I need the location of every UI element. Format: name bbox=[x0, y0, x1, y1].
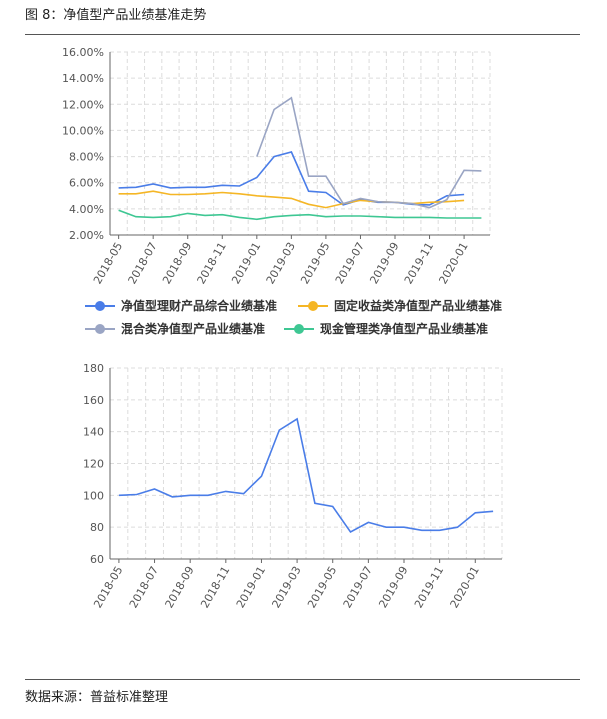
x-tick-label: 2018-11 bbox=[198, 564, 232, 610]
benchmark-rate-chart: 2.00% 4.00% 6.00% 8.00% 10.00% 12.00% 14.00% 16… bbox=[62, 46, 502, 336]
y-tick-label: 140 bbox=[83, 426, 104, 439]
legend-label: 现金管理类净值型产品业绩基准 bbox=[320, 321, 488, 336]
y-tick-label: 16.00% bbox=[62, 46, 104, 59]
y-tick-label: 80 bbox=[90, 521, 104, 534]
x-tick-label: 2019-01 bbox=[229, 240, 263, 286]
y-tick-label: 14.00% bbox=[62, 72, 104, 85]
series-line-3 bbox=[118, 209, 482, 221]
legend-marker bbox=[95, 324, 105, 334]
x-tick-label: 2019-07 bbox=[333, 240, 367, 286]
x-tick-label: 2019-09 bbox=[376, 564, 410, 610]
x-tick-label: 2019-03 bbox=[269, 564, 303, 610]
y-tick-label: 160 bbox=[83, 394, 104, 407]
y-tick-label: 4.00% bbox=[69, 203, 104, 216]
series-line-0 bbox=[118, 151, 465, 206]
x-tick-label: 2019-11 bbox=[402, 240, 436, 286]
legend-marker bbox=[294, 324, 304, 334]
x-tick-label: 2018-11 bbox=[195, 240, 229, 286]
x-tick-label: 2018-07 bbox=[126, 240, 160, 286]
y-tick-label: 60 bbox=[90, 553, 104, 566]
x-tick-label: 2018-07 bbox=[127, 564, 161, 610]
y-tick-label: 12.00% bbox=[62, 98, 104, 111]
legend-label: 固定收益类净值型产品业绩基准 bbox=[334, 298, 502, 313]
series-line-2 bbox=[256, 96, 482, 209]
top-divider bbox=[25, 34, 580, 35]
series-line-1 bbox=[118, 190, 465, 209]
legend-label: 混合类净值型产品业绩基准 bbox=[121, 321, 265, 336]
x-tick-label: 2019-11 bbox=[412, 564, 446, 610]
y-tick-label: 100 bbox=[83, 489, 104, 502]
y-tick-label: 120 bbox=[83, 458, 104, 471]
x-tick-label: 2019-05 bbox=[298, 240, 332, 286]
y-tick-label: 10.00% bbox=[62, 124, 104, 137]
x-tick-label: 2018-09 bbox=[160, 240, 194, 286]
y-tick-label: 2.00% bbox=[69, 229, 104, 242]
x-tick-label: 2019-05 bbox=[305, 564, 339, 610]
figure-title: 图 8：净值型产品业绩基准走势 bbox=[25, 8, 207, 23]
x-tick-label: 2018-09 bbox=[163, 564, 197, 610]
y-tick-label: 8.00% bbox=[69, 151, 104, 164]
bottom-divider bbox=[25, 679, 580, 680]
x-tick-label: 2020-01 bbox=[448, 564, 482, 610]
legend-marker bbox=[308, 301, 318, 311]
data-source: 数据来源：普益标准整理 bbox=[25, 690, 169, 705]
x-tick-label: 2019-01 bbox=[234, 564, 268, 610]
legend-marker bbox=[95, 301, 105, 311]
x-tick-label: 2018-05 bbox=[91, 240, 125, 286]
y-tick-label: 6.00% bbox=[69, 177, 104, 190]
y-tick-label: 180 bbox=[83, 362, 104, 375]
benchmark-index-chart: 60 80 100 120 140 160 180 2018-05 2018-07 2018-09… bbox=[83, 362, 503, 610]
x-tick-label: 2019-09 bbox=[367, 240, 401, 286]
series-line-0 bbox=[118, 417, 494, 533]
x-tick-label: 2020-01 bbox=[436, 240, 470, 286]
x-tick-label: 2018-05 bbox=[91, 564, 125, 610]
x-tick-label: 2019-03 bbox=[264, 240, 298, 286]
x-tick-label: 2019-07 bbox=[341, 564, 375, 610]
legend-label: 净值型理财产品综合业绩基准 bbox=[121, 298, 277, 313]
